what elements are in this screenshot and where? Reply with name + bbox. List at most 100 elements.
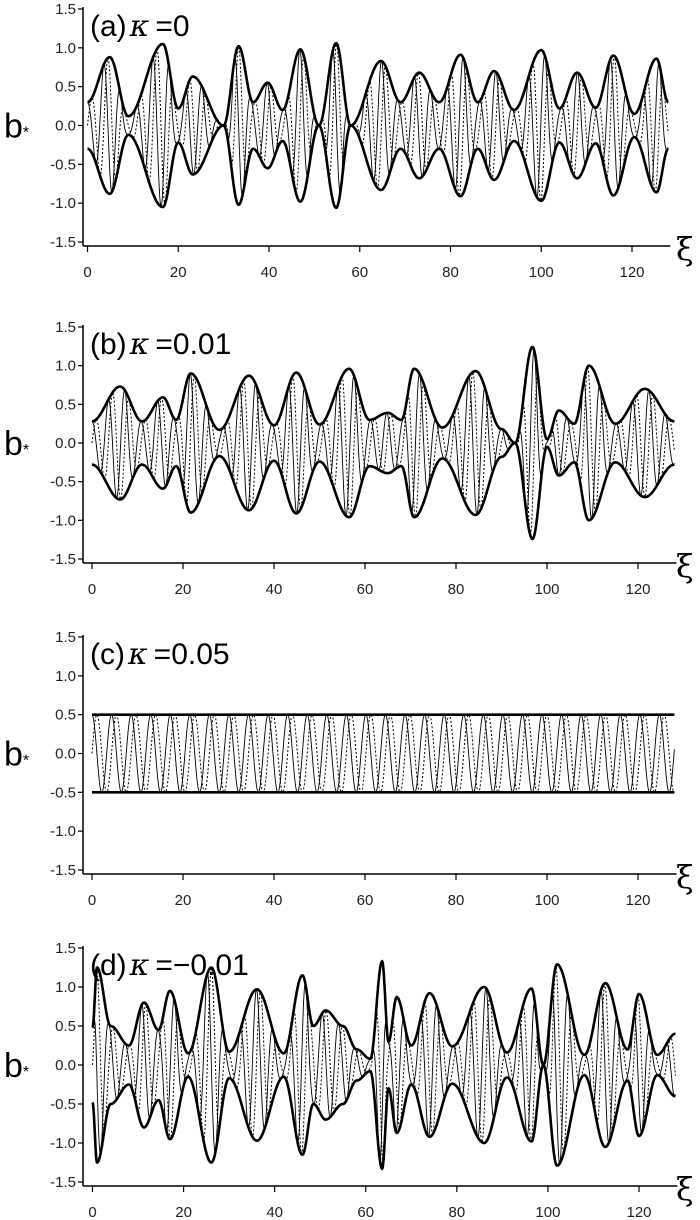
y-axis-label-subscript: * [23, 1064, 29, 1081]
y-tick-label: 0.0 [55, 435, 76, 452]
y-tick-label: -1.0 [50, 823, 76, 840]
x-tick-label: 100 [529, 264, 554, 281]
x-tick-label: 120 [625, 892, 650, 909]
y-axis-label-main: b [4, 425, 23, 463]
y-tick-label: -0.5 [50, 784, 76, 801]
x-tick-label: 20 [175, 1204, 192, 1220]
y-tick-label: -1.5 [50, 551, 76, 568]
y-axis-label: b* [4, 1047, 29, 1085]
y-tick-label: -1.0 [50, 512, 76, 529]
y-tick-label: 0.0 [55, 118, 76, 135]
x-tick-label: 100 [534, 892, 559, 909]
lower-envelope-line [92, 441, 675, 541]
panel-label: (c) [90, 638, 125, 671]
panel-label: (d) [90, 949, 127, 982]
panel-label: (a) [90, 10, 127, 43]
kappa-value: =0 [155, 10, 189, 43]
kappa-value: =−0.01 [155, 949, 248, 982]
panel-a: 1.5 1.0 0.5 0.0 -0.5 -1.0 -1.5 0 20 40 60 80 100 120 (… [4, 1, 694, 281]
y-tick-label: -0.5 [50, 156, 76, 173]
y-tick-label: 1.5 [55, 1, 76, 18]
y-tick-label: -0.5 [50, 474, 76, 491]
x-axis-label: ξ [676, 230, 694, 268]
kappa-symbol: κ [129, 9, 150, 44]
carrier-solid-line [91, 714, 675, 793]
x-tick-label: 20 [175, 892, 192, 909]
x-tick-label: 100 [535, 1204, 560, 1220]
x-tick-label: 60 [357, 581, 374, 598]
y-axis-label: b* [4, 108, 29, 146]
y-axis-label-subscript: * [23, 753, 29, 770]
carrier-solid-line [87, 48, 669, 208]
y-axis-label: b* [4, 736, 29, 774]
y-tick-label: 0.5 [55, 1018, 76, 1035]
x-tick-label: 60 [357, 1204, 374, 1220]
y-tick-label: 1.0 [55, 979, 76, 996]
x-tick-label: 40 [266, 581, 283, 598]
y-axis-label-main: b [4, 736, 23, 774]
y-axis-label-subscript: * [23, 125, 29, 142]
carrier-dotted-line [91, 714, 675, 793]
y-tick-label: 1.0 [55, 668, 76, 685]
x-tick-label: 0 [88, 1204, 96, 1220]
y-axis-label-subscript: * [23, 442, 29, 459]
y-tick-label: -1.5 [50, 234, 76, 251]
y-tick-label: -1.5 [50, 1174, 76, 1191]
panel-title: (b) κ =0.01 [90, 327, 231, 362]
y-tick-label: 1.5 [55, 319, 76, 336]
kappa-symbol: κ [129, 327, 150, 362]
y-axis-label-main: b [4, 108, 23, 146]
x-axis-label: ξ [676, 1170, 694, 1208]
panel-label: (b) [90, 328, 127, 361]
x-tick-label: 40 [266, 892, 283, 909]
y-tick-label: -1.0 [50, 1135, 76, 1152]
y-tick-label: 1.0 [55, 358, 76, 375]
y-axis-label: b* [4, 425, 29, 463]
y-axis-label-main: b [4, 1047, 23, 1085]
x-tick-label: 120 [625, 581, 650, 598]
x-tick-label: 20 [175, 581, 192, 598]
panel-d: 1.5 1.0 0.5 0.0 -0.5 -1.0 -1.5 0 20 40 60 80 100 120 (… [4, 940, 694, 1220]
lower-envelope-line [91, 1063, 676, 1171]
x-tick-label: 80 [448, 581, 465, 598]
x-tick-label: 0 [88, 892, 96, 909]
lower-envelope-line [87, 124, 669, 210]
x-tick-label: 80 [448, 1204, 465, 1220]
kappa-symbol: κ [127, 637, 148, 672]
carrier-solid-line [91, 349, 675, 520]
panel-b: 1.5 1.0 0.5 0.0 -0.5 -1.0 -1.5 0 20 40 60 80 100 120 (… [4, 319, 694, 598]
y-tick-label: 1.0 [55, 40, 76, 57]
x-tick-label: 20 [170, 264, 187, 281]
kappa-symbol: κ [129, 948, 150, 983]
kappa-value: =0.05 [154, 638, 230, 671]
y-tick-label: 1.5 [55, 940, 76, 957]
panel-title: (a) κ =0 [90, 9, 190, 44]
kappa-value: =0.01 [155, 328, 231, 361]
panel-title: (d) κ =−0.01 [90, 948, 249, 983]
x-tick-label: 120 [619, 264, 644, 281]
x-axis-label: ξ [676, 858, 694, 896]
y-tick-label: -1.5 [50, 862, 76, 879]
upper-envelope-line [87, 41, 669, 127]
y-tick-label: 0.0 [55, 746, 76, 763]
upper-envelope-line [92, 345, 675, 445]
y-tick-label: 0.5 [55, 707, 76, 724]
y-tick-label: 1.5 [55, 629, 76, 646]
x-tick-label: 100 [534, 581, 559, 598]
x-tick-label: 0 [88, 581, 96, 598]
y-tick-label: -1.0 [50, 195, 76, 212]
upper-envelope-line [91, 959, 676, 1067]
x-axis-label: ξ [676, 547, 694, 585]
panel-title: (c) κ =0.05 [90, 637, 230, 672]
x-tick-label: 40 [261, 264, 278, 281]
x-tick-label: 40 [266, 1204, 283, 1220]
y-tick-label: 0.5 [55, 396, 76, 413]
y-tick-label: -0.5 [50, 1096, 76, 1113]
x-tick-label: 80 [448, 892, 465, 909]
x-tick-label: 0 [83, 264, 91, 281]
x-tick-label: 60 [351, 264, 368, 281]
x-tick-label: 120 [626, 1204, 651, 1220]
y-tick-label: 0.0 [55, 1057, 76, 1074]
carrier-dotted-line [91, 366, 675, 536]
